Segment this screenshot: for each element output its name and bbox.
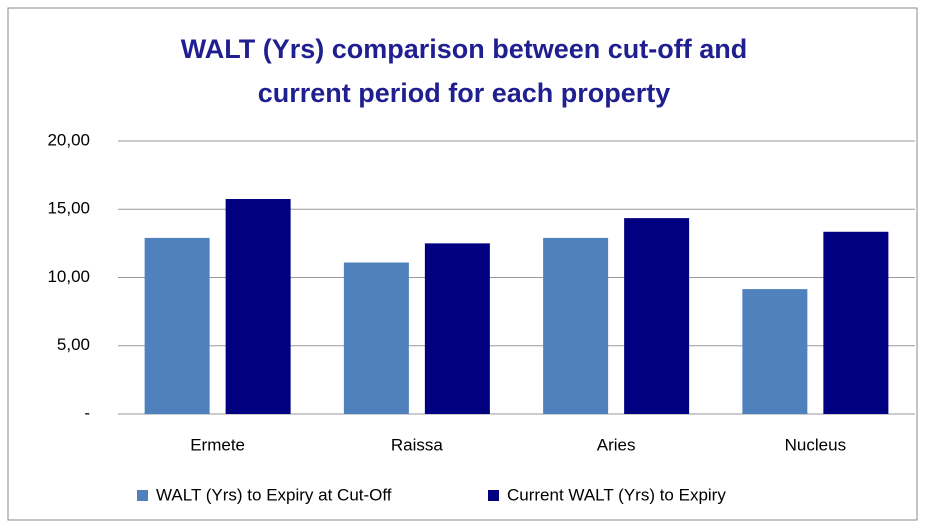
bar bbox=[823, 231, 889, 414]
y-tick-label: 20,00 bbox=[47, 130, 90, 149]
legend-label: Current WALT (Yrs) to Expiry bbox=[507, 485, 726, 504]
chart-title: current period for each property bbox=[258, 78, 671, 108]
x-tick-label: Nucleus bbox=[785, 435, 846, 454]
legend-label: WALT (Yrs) to Expiry at Cut-Off bbox=[156, 485, 392, 504]
x-tick-label: Raissa bbox=[391, 435, 444, 454]
bar bbox=[424, 243, 490, 414]
bar bbox=[343, 262, 409, 414]
chart-title: WALT (Yrs) comparison between cut-off an… bbox=[181, 34, 748, 64]
bar bbox=[742, 289, 808, 414]
x-tick-label: Ermete bbox=[190, 435, 245, 454]
y-tick-label: 15,00 bbox=[47, 199, 90, 218]
y-tick-label: 10,00 bbox=[47, 267, 90, 286]
bar bbox=[624, 218, 690, 414]
bar bbox=[144, 237, 210, 414]
bar bbox=[543, 237, 609, 414]
y-tick-label: 5,00 bbox=[57, 335, 90, 354]
bar bbox=[225, 199, 291, 414]
y-tick-label: - bbox=[84, 403, 90, 422]
legend-swatch bbox=[488, 490, 499, 501]
x-tick-label: Aries bbox=[597, 435, 636, 454]
legend-swatch bbox=[137, 490, 148, 501]
